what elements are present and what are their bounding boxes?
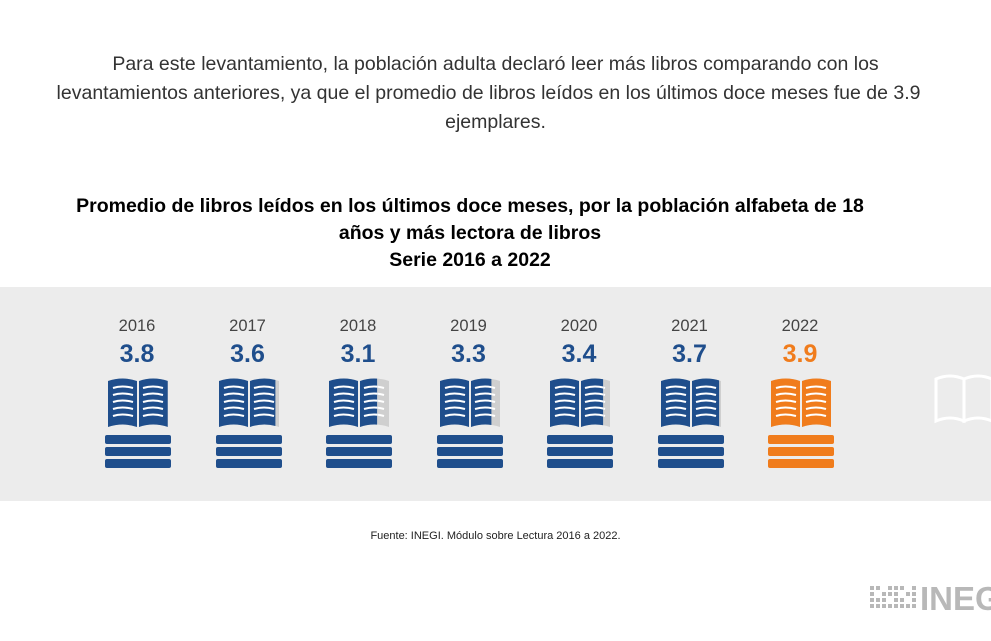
inegi-logo-text: INEG bbox=[920, 580, 991, 617]
intro-line-1: Para este levantamiento, la población ad… bbox=[112, 53, 879, 75]
faded-book-icon bbox=[934, 374, 991, 424]
source-note: Fuente: INEGI. Módulo sobre Lectura 2016… bbox=[370, 530, 621, 542]
book-icon bbox=[105, 378, 171, 468]
book-stack-bar bbox=[105, 447, 171, 456]
book-stack-bar bbox=[436, 447, 503, 456]
intro-paragraph: Para este levantamiento, la población ad… bbox=[0, 50, 991, 137]
book-stack-bar bbox=[215, 435, 282, 444]
book-icon bbox=[436, 378, 503, 468]
book-stack-bar bbox=[657, 435, 724, 444]
book-stack-bar bbox=[326, 459, 392, 468]
value-label: 3.9 bbox=[782, 340, 818, 368]
year-label: 2017 bbox=[229, 317, 266, 335]
book-stack-bar bbox=[547, 459, 613, 468]
book-icon bbox=[326, 378, 392, 468]
intro-line-2: levantamientos anteriores, ya que el pro… bbox=[56, 82, 921, 104]
book-stack-bar bbox=[215, 447, 282, 456]
inegi-logo: INEG bbox=[868, 580, 991, 620]
value-label: 3.4 bbox=[561, 340, 597, 368]
year-label: 2022 bbox=[781, 317, 819, 335]
value-label: 3.7 bbox=[672, 340, 707, 368]
book-icon bbox=[768, 378, 834, 468]
book-stack-bar bbox=[768, 459, 834, 468]
chart-title-line-1: Promedio de libros leídos en los últimos… bbox=[76, 195, 864, 217]
book-stack-bar bbox=[657, 459, 724, 468]
year-label: 2018 bbox=[339, 317, 377, 335]
value-label: 3.8 bbox=[119, 340, 155, 368]
inegi-logo-icon: INEG bbox=[870, 580, 991, 617]
book-fill bbox=[439, 378, 491, 427]
year-label: 2016 bbox=[118, 317, 156, 335]
book-stack-bar bbox=[768, 435, 834, 444]
year-label: 2019 bbox=[450, 317, 487, 335]
book-stack-bar bbox=[105, 459, 171, 468]
book-fill bbox=[550, 378, 604, 427]
book-fill bbox=[218, 378, 275, 427]
value-label: 3.3 bbox=[451, 340, 486, 368]
book-stack-bar bbox=[105, 435, 171, 444]
book-fill bbox=[660, 378, 719, 427]
book-icon bbox=[547, 378, 613, 468]
book-stack-bar bbox=[326, 435, 392, 444]
book-stack-bar bbox=[436, 435, 503, 444]
book-fill bbox=[329, 378, 378, 427]
book-fill bbox=[771, 378, 831, 427]
book-fill bbox=[108, 378, 168, 427]
book-stack-bar bbox=[768, 447, 834, 456]
value-label: 3.1 bbox=[340, 340, 376, 368]
book-stack-bar bbox=[547, 435, 613, 444]
book-icon bbox=[657, 378, 724, 468]
year-label: 2020 bbox=[560, 317, 598, 335]
book-stack-bar bbox=[326, 447, 392, 456]
chart-band: 2016 3.8 2017 3.6 2018 3.1 2019 3.3 2020 3.4 2021 3… bbox=[0, 287, 991, 501]
book-stack-bar bbox=[215, 459, 282, 468]
chart-title-line-2: años y más lectora de libros bbox=[338, 222, 602, 244]
book-stack-bar bbox=[436, 459, 503, 468]
intro-line-3: ejemplares. bbox=[445, 111, 546, 133]
year-label: 2021 bbox=[671, 317, 708, 335]
chart-title-line-3: Serie 2016 a 2022 bbox=[389, 249, 551, 271]
value-label: 3.6 bbox=[230, 340, 265, 368]
book-stack-bar bbox=[547, 447, 613, 456]
book-stack-bar bbox=[657, 447, 724, 456]
book-icon bbox=[215, 378, 282, 468]
